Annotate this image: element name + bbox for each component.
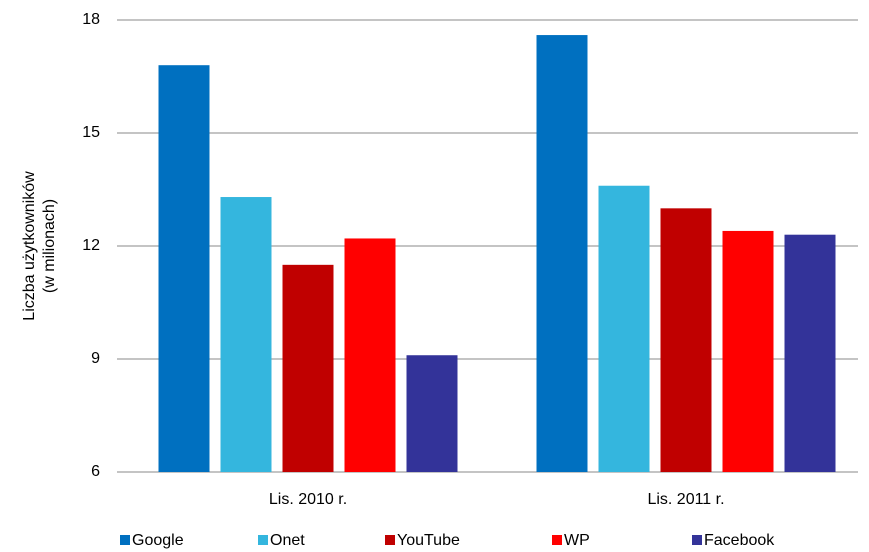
legend-swatch — [120, 535, 130, 545]
y-tick-label: 12 — [82, 237, 100, 254]
legend-swatch — [552, 535, 562, 545]
legend-swatch — [692, 535, 702, 545]
y-tick-label: 9 — [91, 350, 100, 367]
bar — [345, 238, 396, 472]
bar — [599, 186, 650, 472]
y-axis-title: Liczba użytkowników — [21, 171, 38, 321]
bar — [661, 208, 712, 472]
bar — [221, 197, 272, 472]
y-tick-label: 18 — [82, 11, 100, 28]
bar — [537, 35, 588, 472]
legend-label: WP — [564, 532, 590, 549]
y-tick-label: 6 — [91, 463, 100, 480]
legend-label: Onet — [270, 532, 305, 549]
bar — [785, 235, 836, 472]
chart: Liczba użytkowników (w milionach) 6 9 12 15… — [0, 0, 869, 552]
legend-label: Google — [132, 532, 184, 549]
bar — [407, 355, 458, 472]
x-tick-label: Lis. 2010 r. — [269, 491, 347, 508]
legend-label: YouTube — [397, 532, 460, 549]
x-tick-label: Lis. 2011 r. — [647, 491, 724, 508]
bar — [283, 265, 334, 472]
legend-label: Facebook — [704, 532, 775, 549]
bar — [159, 65, 210, 472]
legend-swatch — [258, 535, 268, 545]
bar — [723, 231, 774, 472]
legend-swatch — [385, 535, 395, 545]
y-tick-label: 15 — [82, 124, 100, 141]
y-axis-title: (w milionach) — [41, 199, 58, 293]
